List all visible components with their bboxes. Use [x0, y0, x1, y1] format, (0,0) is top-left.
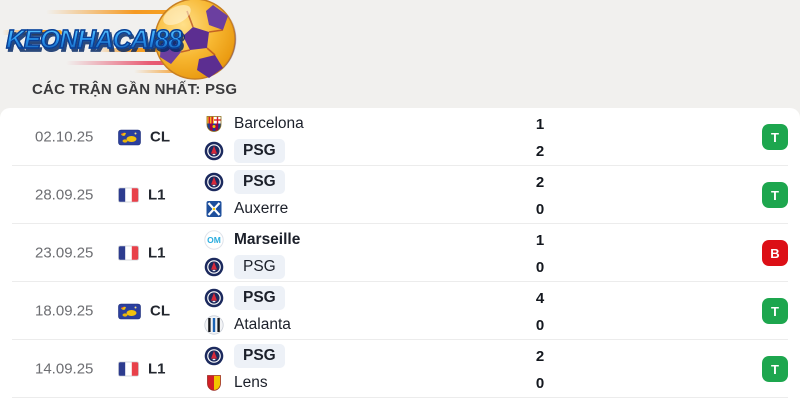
competition: L1 — [118, 245, 166, 262]
competition: L1 — [118, 187, 166, 204]
away-score: 0 — [535, 375, 545, 392]
france-flag-icon — [118, 187, 139, 203]
psg-crest-icon — [204, 346, 224, 366]
away-team: Atalanta — [204, 313, 291, 337]
competition-label: L1 — [148, 360, 166, 378]
world-flag-icon — [118, 129, 141, 145]
match-date: 28.09.25 — [35, 186, 94, 204]
speed-line-icon — [96, 48, 158, 52]
result-badge: B — [762, 240, 788, 266]
away-team: PSG — [204, 139, 285, 163]
home-score: 2 — [535, 174, 545, 191]
home-score: 1 — [535, 232, 545, 249]
competition-label: L1 — [148, 186, 166, 204]
france-flag-icon — [118, 245, 139, 261]
competition: CL — [118, 129, 170, 146]
competition-label: CL — [150, 302, 170, 320]
match-row[interactable]: 14.09.25 L1 PSG 2 — [0, 340, 800, 398]
away-score: 0 — [535, 317, 545, 334]
team-name: Barcelona — [234, 115, 304, 132]
competition-label: L1 — [148, 244, 166, 262]
team-name: PSG — [234, 286, 285, 310]
atalanta-crest-icon — [204, 315, 224, 335]
psg-crest-icon — [204, 288, 224, 308]
psg-crest-icon — [204, 172, 224, 192]
team-name: PSG — [234, 255, 285, 279]
match-row[interactable]: 23.09.25 L1 OM Marseille 1 — [0, 224, 800, 282]
match-date: 14.09.25 — [35, 360, 94, 378]
team-name: PSG — [234, 344, 285, 368]
team-name: Auxerre — [234, 200, 289, 217]
world-flag-icon — [118, 303, 141, 319]
barcelona-crest-icon — [206, 116, 222, 132]
home-team: PSG — [204, 286, 285, 310]
team-name: Atalanta — [234, 316, 291, 333]
result-badge: T — [762, 298, 788, 324]
away-score: 2 — [535, 143, 545, 160]
team-name: Lens — [234, 374, 268, 391]
home-team: PSG — [204, 344, 285, 368]
result-badge: T — [762, 182, 788, 208]
result-badge: T — [762, 356, 788, 382]
team-name: Marseille — [234, 231, 301, 248]
marseille-crest-icon: OM — [204, 230, 224, 250]
home-team: Barcelona — [204, 112, 304, 136]
home-score: 2 — [535, 348, 545, 365]
result-badge: T — [762, 124, 788, 150]
match-row[interactable]: 28.09.25 L1 PSG 2 — [0, 166, 800, 224]
match-row[interactable]: 02.10.25 CL — [0, 108, 800, 166]
section-title: CÁC TRẬN GẦN NHẤT: PSG — [32, 81, 238, 98]
competition: CL — [118, 303, 170, 320]
speed-line-icon — [2, 30, 62, 35]
home-team: OM Marseille — [204, 228, 300, 252]
speed-line-icon — [66, 61, 194, 65]
soccer-ball-icon — [154, 0, 237, 80]
site-logo[interactable]: KEONHACAI88 — [2, 0, 258, 80]
team-name: PSG — [234, 170, 285, 194]
lens-crest-icon — [207, 375, 221, 391]
psg-crest-icon — [204, 141, 224, 161]
home-score: 4 — [535, 290, 545, 307]
svg-text:OM: OM — [207, 235, 221, 245]
competition: L1 — [118, 361, 166, 378]
match-date: 18.09.25 — [35, 302, 94, 320]
away-score: 0 — [535, 201, 545, 218]
away-team: Auxerre — [204, 197, 288, 221]
recent-matches-table: 02.10.25 CL — [0, 108, 800, 400]
auxerre-crest-icon — [206, 201, 222, 217]
speed-line-icon — [46, 10, 194, 14]
competition-label: CL — [150, 128, 170, 146]
team-name: PSG — [234, 139, 285, 163]
psg-crest-icon — [204, 257, 224, 277]
away-team: PSG — [204, 255, 285, 279]
match-date: 02.10.25 — [35, 128, 94, 146]
logo-text: KEONHACAI88 — [5, 23, 183, 54]
away-score: 0 — [535, 259, 545, 276]
match-date: 23.09.25 — [35, 244, 94, 262]
france-flag-icon — [118, 361, 139, 377]
away-team: Lens — [204, 371, 268, 395]
home-team: PSG — [204, 170, 285, 194]
match-row[interactable]: 18.09.25 CL PSG 4 — [0, 282, 800, 340]
home-score: 1 — [535, 116, 545, 133]
